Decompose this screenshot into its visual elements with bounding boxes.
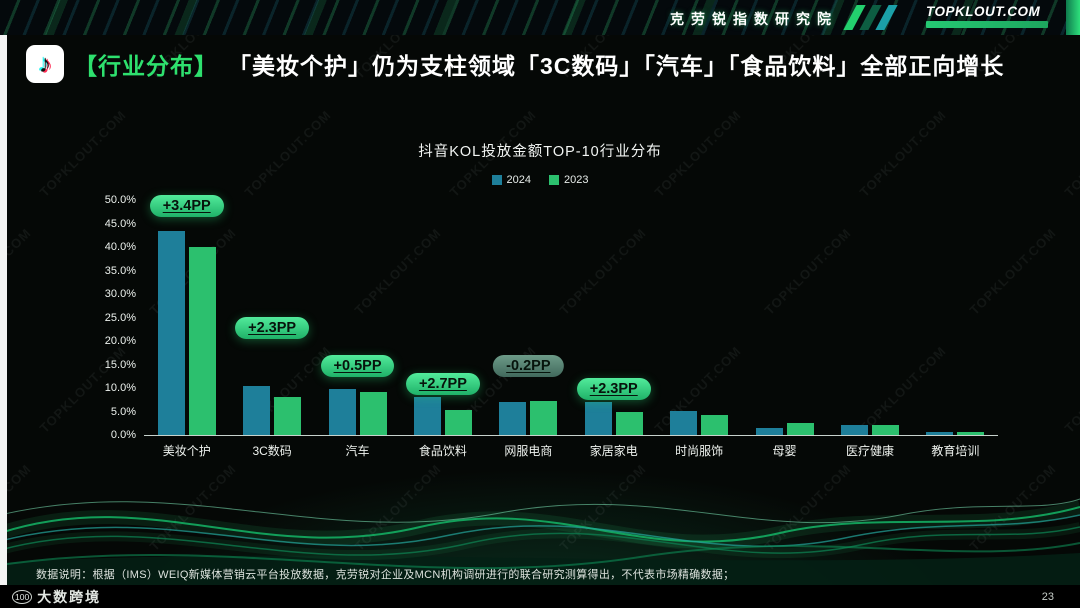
tiktok-icon: ♪ [26,45,64,83]
category-label: 3C数码 [252,444,292,458]
slide-headline: 「美妆个护」仍为支柱领域「3C数码」「汽车」「食品饮料」全部正向增长 [228,53,1005,79]
category-label: 教育培训 [931,444,980,458]
category-label: 网服电商 [504,444,553,458]
y-tick-label: 50.0% [104,194,136,206]
dashu-logo: 100 大数跨境 [12,587,101,607]
music-note-icon: ♪ [38,49,52,78]
bar-2024 [243,386,271,435]
category-label: 美妆个护 [162,444,211,458]
slide-title-row: ♪ 【行业分布】 「美妆个护」仍为支柱领域「3C数码」「汽车」「食品饮料」全部正… [26,45,1004,83]
annotation-pill: +2.7PP [405,372,480,395]
y-tick-label: 30.0% [104,288,136,300]
annotation-pill: +2.3PP [576,377,651,400]
header-edge-bar [1066,0,1080,35]
legend-swatch [491,175,502,185]
page-number: 23 [1041,590,1054,603]
logo-text: 大数跨境 [37,588,102,605]
institute-name: 克劳锐指数研究院 [670,11,838,27]
bar-2023 [444,409,472,435]
category-label: 家居家电 [589,444,638,458]
bar-group: 食品饮料 +2.7PP [400,200,485,458]
legend-swatch [549,175,559,185]
bar-2023 [530,401,558,435]
brand-tagline-bar [926,21,1048,28]
bar-2023 [786,423,814,435]
left-edge-strip [0,35,7,585]
bar-2024 [584,401,612,435]
bar-group: 母婴 [742,200,827,458]
bar-2024 [499,402,527,435]
annotation-pill: +2.3PP [235,317,310,340]
annotation-pill: +3.4PP [149,195,224,218]
y-tick-label: 45.0% [104,217,136,230]
legend-label: 2023 [564,174,589,186]
bar-group: 教育培训 [913,200,998,458]
bar-2023 [359,391,387,435]
section-tag: 【行业分布】 [74,53,218,79]
chart-title: 抖音KOL投放金额TOP-10行业分布 [418,144,662,160]
y-tick-label: 25.0% [104,311,136,324]
bar-group: 汽车 +0.5PP [315,200,400,458]
bar-2023 [615,412,643,435]
annotation-pill: -0.2PP [493,355,564,378]
top-bar: 克劳锐指数研究院 TOPKLOUT.COM [0,0,1080,35]
y-axis: 50.0% 45.0% 40.0% 35.0% 30.0% 25.0% 20.0% 15.0%… [88,194,136,441]
bar-group: 网服电商 -0.2PP [486,200,571,458]
y-tick-label: 35.0% [104,264,136,277]
brand-logo: TOPKLOUT.COM [926,4,1048,28]
bar-2024 [840,425,868,435]
bar-2024 [670,411,698,435]
legend-label: 2024 [506,174,531,186]
bar-chart: 50.0% 45.0% 40.0% 35.0% 30.0% 25.0% 20.0% 15.0%… [88,194,998,472]
y-tick-label: 40.0% [104,241,136,253]
category-label: 汽车 [345,444,370,458]
bar-group: 医疗健康 [827,200,912,458]
category-label: 母婴 [772,444,797,458]
category-label: 时尚服饰 [675,444,724,458]
chart-legend: 2024 2023 [0,174,1080,186]
bar-2024 [755,428,783,435]
header-slash-icon [843,5,902,30]
legend-item: 2023 [549,174,588,186]
bar-2023 [871,424,899,435]
header-stripes-decoration [0,0,1080,35]
brand-text: TOPKLOUT.COM [926,4,1041,19]
plot-area: 美妆个护 +3.4PP 3C数码 +2.3PP 汽车 +0.5PP 食品饮料 +2.7PP 网服… [144,195,998,458]
bottom-bar: 100 大数跨境 23 [0,585,1080,608]
bar-group: 3C数码 +2.3PP [229,200,314,458]
bar-2023 [957,431,985,435]
bar-2023 [701,414,729,435]
bar-2024 [413,396,441,435]
annotation-pill: +0.5PP [320,355,395,378]
legend-item: 2024 [491,174,531,186]
logo-100-icon: 100 [12,589,33,604]
bar-2024 [926,432,954,435]
bar-group: 家居家电 +2.3PP [571,200,656,458]
y-tick-label: 20.0% [104,335,136,347]
data-note: 数据说明：根据（IMS）WEIQ新媒体营销云平台投放数据，克劳锐对企业及MCN机… [36,569,735,581]
bar-group: 时尚服饰 [656,200,741,458]
y-tick-label: 15.0% [104,358,136,371]
bar-2024 [328,389,356,435]
bar-2023 [274,396,302,435]
y-tick-label: 5.0% [110,405,136,418]
bar-group: 美妆个护 +3.4PP [144,195,229,458]
bar-2023 [188,247,216,435]
y-tick-label: 10.0% [104,382,136,394]
y-tick-label: 0.0% [110,429,136,441]
category-label: 医疗健康 [845,444,894,458]
category-label: 食品饮料 [418,444,467,458]
bar-2024 [157,231,185,435]
